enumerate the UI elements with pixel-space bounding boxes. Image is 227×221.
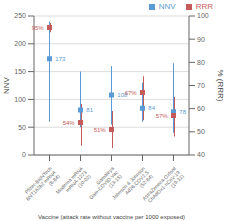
svg-text:95%: 95%	[32, 25, 45, 31]
svg-text:NNV: NNV	[8, 76, 11, 94]
svg-text:200: 200	[14, 40, 26, 47]
svg-text:50: 50	[197, 128, 205, 135]
svg-text:173: 173	[55, 56, 66, 62]
svg-text:150: 150	[14, 68, 26, 75]
svg-text:Vaccine (attack rate without v: Vaccine (attack rate without vaccine per…	[38, 214, 185, 220]
svg-text:54%: 54%	[63, 120, 76, 126]
svg-text:100: 100	[197, 12, 209, 19]
svg-text:80: 80	[197, 59, 205, 66]
svg-text:90: 90	[197, 36, 205, 43]
svg-text:57%: 57%	[156, 113, 169, 119]
svg-text:GamaleyaGam-COVID-Vac(13-15): GamaleyaGam-COVID-Vac(13-15)	[84, 165, 123, 204]
svg-text:60: 60	[197, 105, 205, 112]
svg-text:78: 78	[179, 109, 186, 115]
svg-text:AstraZeneca-OxfordChAdOx1-nCoV: AstraZeneca-OxfordChAdOx1-nCoV-19(19-31)	[141, 165, 185, 209]
svg-text:Pfizer-BioNTechBNT162b2 mRNA(8: Pfizer-BioNTechBNT162b2 mRNA(8-84)	[20, 165, 61, 206]
svg-text:84: 84	[148, 105, 155, 111]
svg-text:Moderna mRNAmRNA-1273(10-02): Moderna mRNAmRNA-1273(10-02)	[54, 165, 92, 203]
svg-text:51%: 51%	[94, 127, 107, 133]
svg-text:100: 100	[14, 96, 26, 103]
svg-text:% (RRR): % (RRR)	[216, 70, 219, 102]
svg-text:50: 50	[18, 124, 26, 131]
svg-text:40: 40	[197, 151, 205, 158]
svg-text:0: 0	[22, 151, 26, 158]
svg-text:70: 70	[197, 82, 205, 89]
svg-text:250: 250	[14, 12, 26, 19]
svg-text:81: 81	[86, 107, 93, 113]
svg-text:67%: 67%	[125, 90, 138, 96]
